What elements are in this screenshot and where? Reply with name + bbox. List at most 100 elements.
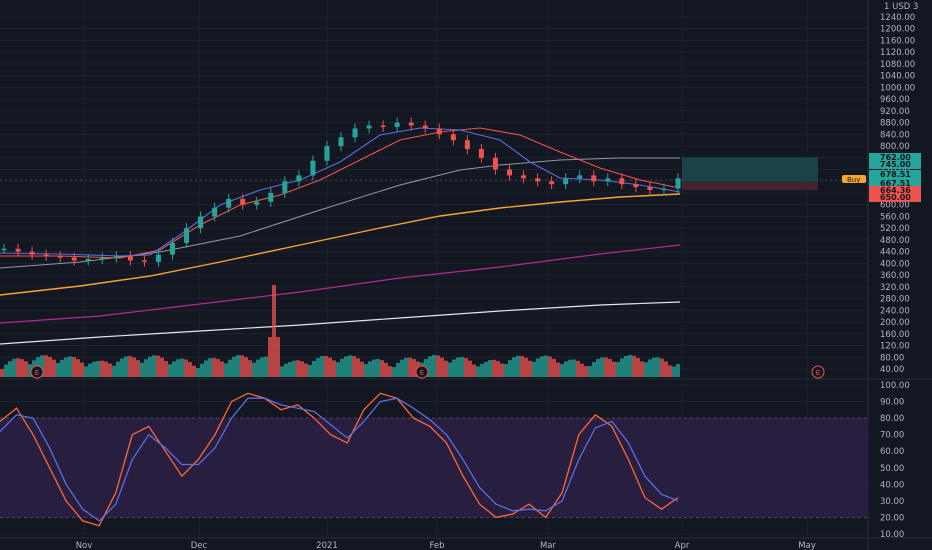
- candle: [310, 160, 316, 176]
- volume-bar: [464, 357, 468, 377]
- volume-bar: [140, 362, 144, 377]
- volume-bar: [384, 362, 388, 377]
- price-tick-label: 880.00: [880, 119, 910, 129]
- volume-bar: [388, 366, 392, 377]
- volume-bar: [672, 366, 676, 377]
- candle: [198, 216, 204, 229]
- volume-bar: [396, 362, 400, 377]
- price-tag[interactable]: 664.36: [869, 186, 921, 195]
- earnings-event-icon[interactable]: E: [415, 365, 429, 379]
- time-axis-label: Dec: [191, 541, 208, 550]
- volume-bar: [404, 357, 408, 377]
- price-tick-label: 360.00: [880, 271, 910, 281]
- volume-bar: [136, 360, 140, 377]
- volume-bar: [92, 361, 96, 377]
- candle: [450, 134, 456, 141]
- candle: [282, 181, 288, 193]
- volume-bar: [460, 356, 464, 377]
- candle: [212, 207, 218, 217]
- volume-bar: [448, 362, 452, 377]
- price-tick-label: 240.00: [880, 306, 910, 316]
- price-tick-label: 1120.00: [880, 48, 915, 58]
- price-tick-label: 440.00: [880, 248, 910, 258]
- buy-flag-label: Buy: [847, 176, 860, 184]
- price-tag[interactable]: 762.00: [869, 153, 921, 162]
- price-tick-label: 1200.00: [880, 25, 915, 35]
- volume-bar: [200, 363, 204, 377]
- price-tick-label: 800.00: [880, 142, 910, 152]
- volume-bar: [236, 355, 240, 377]
- candle: [563, 178, 569, 185]
- candle: [436, 128, 442, 135]
- candle: [549, 181, 555, 185]
- volume-bar: [352, 356, 356, 377]
- price-tick-label: 1240.00: [880, 13, 915, 23]
- volume-bar: [296, 360, 300, 377]
- position-target-zone[interactable]: [682, 157, 818, 182]
- stochastic-pane[interactable]: [0, 392, 868, 527]
- volume-bar: [572, 359, 576, 377]
- candle: [113, 256, 119, 258]
- earnings-event-icon[interactable]: E: [30, 365, 44, 379]
- volume-bar: [520, 355, 524, 377]
- volume-bar: [132, 357, 136, 377]
- price-tick-label: 160.00: [880, 330, 910, 340]
- volume-bar: [432, 355, 436, 377]
- volume-bar: [664, 361, 668, 377]
- volume-bar: [192, 365, 196, 377]
- volume-bar: [40, 355, 44, 377]
- oscillator-tick-label: 90.00: [880, 398, 904, 408]
- candle: [521, 175, 527, 179]
- volume-bar: [112, 365, 116, 377]
- candle: [591, 175, 597, 182]
- oscillator-tick-label: 80.00: [880, 414, 904, 424]
- earnings-event-icon[interactable]: E: [811, 365, 825, 379]
- volume-bar: [48, 356, 52, 377]
- candle: [408, 122, 414, 126]
- buy-flag[interactable]: Buy: [842, 175, 866, 184]
- ma-magenta-line: [0, 244, 681, 324]
- price-tag-label: 678.51: [880, 170, 911, 179]
- earnings-event-circle: [415, 365, 429, 379]
- volume-bar: [660, 358, 664, 377]
- volume-bar: [620, 358, 624, 377]
- volume-bar: [88, 363, 92, 377]
- candle: [240, 198, 246, 205]
- position-stop-zone[interactable]: [682, 181, 818, 191]
- price-tick-label: 200.00: [880, 318, 910, 328]
- volume-bar: [300, 361, 304, 377]
- volume-bar: [28, 364, 32, 377]
- price-tag[interactable]: 745.00: [869, 160, 921, 169]
- ma-200-line: [0, 193, 681, 296]
- volume-bar: [552, 358, 556, 377]
- candle: [492, 157, 498, 170]
- candle: [99, 257, 105, 260]
- volume-bar: [608, 359, 612, 377]
- volume-bar: [56, 363, 60, 377]
- price-tag[interactable]: 678.51: [869, 170, 921, 179]
- volume-bar: [216, 359, 220, 377]
- volume-bar: [52, 359, 56, 377]
- volume-bar: [380, 360, 384, 377]
- volume-bar: [324, 356, 328, 377]
- price-tick-label: 1080.00: [880, 60, 915, 70]
- candle: [507, 169, 512, 176]
- volume-bar: [316, 357, 320, 377]
- volume-bar: [612, 361, 616, 377]
- earnings-event-label: E: [420, 369, 424, 377]
- volume-bar: [120, 358, 124, 377]
- stoch-d-line: [0, 397, 679, 522]
- oscillator-tick-label: 70.00: [880, 431, 904, 441]
- volume-bar: [644, 362, 648, 377]
- price-tag[interactable]: 667.51: [869, 179, 921, 188]
- volume-bar: [532, 361, 536, 377]
- volume-bar: [176, 359, 180, 377]
- earnings-event-label: E: [35, 369, 39, 377]
- volume-bar: [492, 359, 496, 377]
- price-tick-label: 560.00: [880, 212, 910, 222]
- price-tag[interactable]: 650.00: [869, 193, 921, 202]
- volume-bar: [676, 364, 680, 377]
- candle: [422, 125, 428, 129]
